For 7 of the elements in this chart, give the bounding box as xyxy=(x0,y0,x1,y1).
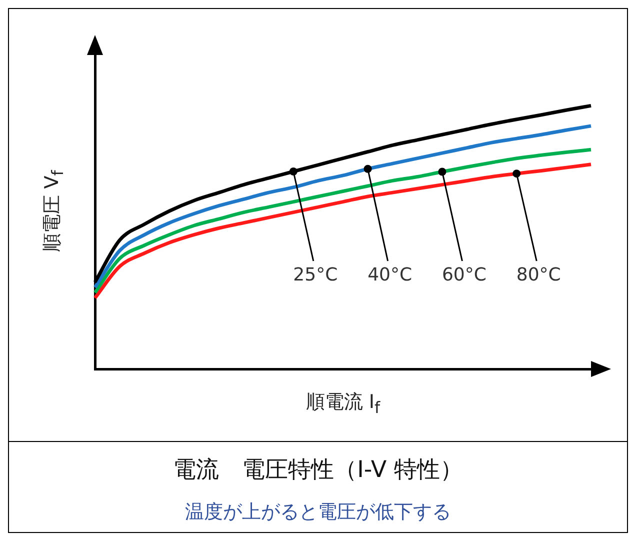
text: 40°C xyxy=(368,264,412,286)
text: 25°C xyxy=(293,264,338,286)
text: 温度が上がると電圧が低下する xyxy=(184,500,452,525)
x-axis-title: 順電流 I$_{f}$ xyxy=(306,390,380,417)
text: 電流 電圧特性（I-V 特性） xyxy=(172,456,464,485)
text: 80°C xyxy=(516,264,561,286)
text: 60°C xyxy=(442,264,486,286)
